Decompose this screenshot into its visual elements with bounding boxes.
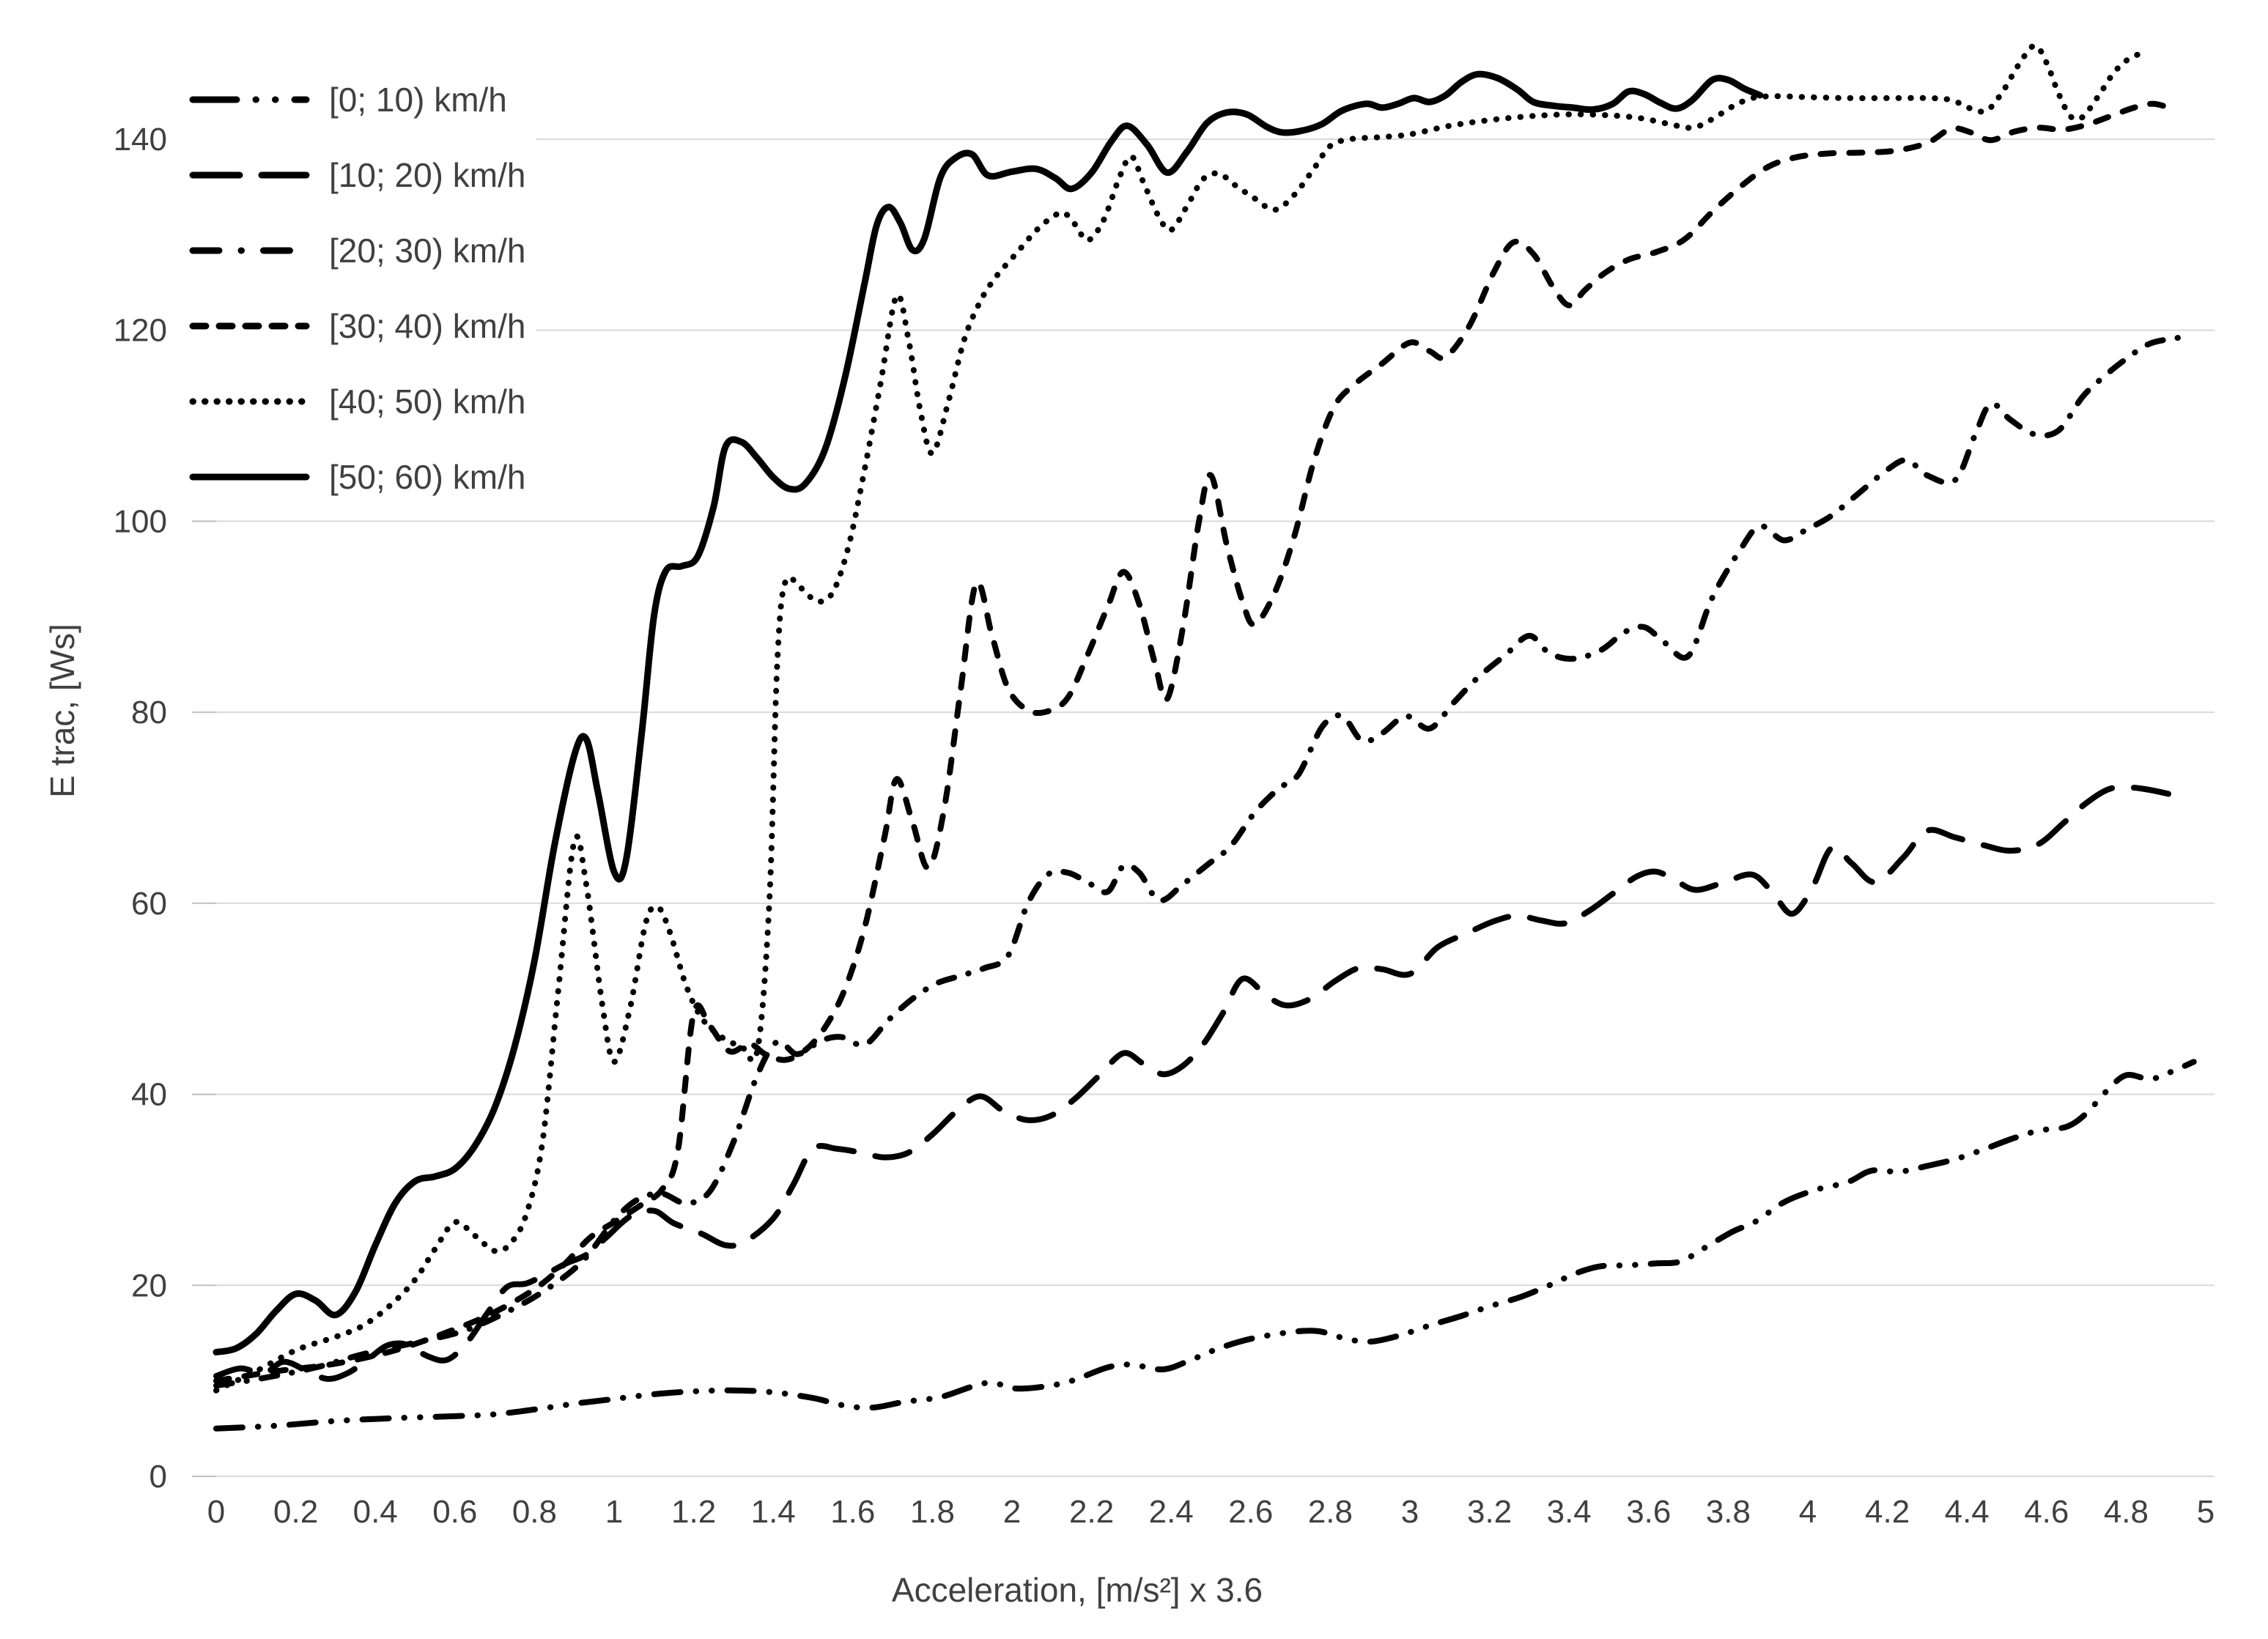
- legend-item-50-60: [50; 60) km/h: [189, 439, 525, 514]
- x-axis-title: Acceleration, [m/s²] x 3.6: [891, 1571, 1263, 1609]
- x-tick-label-4.4: 4.4: [1945, 1494, 1990, 1530]
- legend-label-30-40: [30; 40) km/h: [329, 306, 526, 345]
- legend-label-20-30: [20; 30) km/h: [329, 231, 526, 270]
- y-tick-label-60: 60: [131, 886, 167, 922]
- x-tick-label-4: 4: [1799, 1494, 1817, 1530]
- x-tick-labels: 0 0.2 0.4 0.6 0.8 1 1.2 1.4 1.6 1.8 2 2.2 2.4 2.6 2.8 3…: [207, 1494, 2215, 1530]
- legend-line-sample-20-30: [189, 247, 310, 254]
- legend-line-sample-10-20: [189, 171, 310, 178]
- x-tick-label-1: 1: [605, 1494, 623, 1530]
- x-tick-label-1.2: 1.2: [671, 1494, 716, 1530]
- legend-label-10-20: [10; 20) km/h: [329, 155, 526, 194]
- legend-line-sample-40-50: [189, 398, 310, 404]
- x-tick-label-0.2: 0.2: [273, 1494, 318, 1530]
- series-line--20-30-: [213, 335, 2181, 1389]
- legend-label-0-10: [0; 10) km/h: [329, 80, 507, 119]
- y-tick-labels: 0 20 40 60 80 100 120 140: [114, 122, 167, 1495]
- legend-item-40-50: [40; 50) km/h: [189, 363, 525, 439]
- legend-label-50-60: [50; 60) km/h: [329, 457, 526, 496]
- x-tick-label-0.6: 0.6: [432, 1494, 477, 1530]
- legend-item-30-40: [30; 40) km/h: [189, 288, 525, 363]
- x-tick-label-3.2: 3.2: [1467, 1494, 1512, 1530]
- y-tick-label-0: 0: [149, 1459, 167, 1495]
- x-tick-label-2.8: 2.8: [1308, 1494, 1353, 1530]
- x-tick-label-0.4: 0.4: [353, 1494, 398, 1530]
- x-tick-label-2.6: 2.6: [1228, 1494, 1273, 1530]
- x-tick-label-2.2: 2.2: [1069, 1494, 1114, 1530]
- y-tick-label-100: 100: [114, 503, 167, 539]
- y-tick-label-140: 140: [114, 122, 167, 158]
- y-tick-label-80: 80: [131, 695, 167, 730]
- legend-item-10-20: [10; 20) km/h: [189, 137, 525, 212]
- legend-line-sample-30-40: [189, 322, 310, 329]
- series-line--50-60-: [213, 70, 1764, 1355]
- x-tick-label-0.8: 0.8: [512, 1494, 557, 1530]
- y-tick-label-20: 20: [131, 1268, 167, 1303]
- y-axis-title: E trac, [Ws]: [43, 624, 81, 798]
- x-tick-label-3.8: 3.8: [1706, 1494, 1751, 1530]
- x-tick-label-3.4: 3.4: [1547, 1494, 1592, 1530]
- series-line--0-10-: [213, 1059, 2197, 1432]
- legend-item-0-10: [0; 10) km/h: [189, 62, 525, 137]
- series-curves: [213, 42, 2197, 1432]
- legend-label-40-50: [40; 50) km/h: [329, 382, 526, 421]
- x-tick-label-2.4: 2.4: [1149, 1494, 1194, 1530]
- series-line--10-20-: [213, 784, 2189, 1383]
- legend-line-sample-50-60: [189, 473, 310, 480]
- y-tick-marks: [192, 138, 216, 1477]
- x-tick-label-1.8: 1.8: [910, 1494, 955, 1530]
- legend-item-20-30: [20; 30) km/h: [189, 212, 525, 288]
- y-tick-label-40: 40: [131, 1077, 167, 1113]
- x-tick-label-2: 2: [1003, 1494, 1021, 1530]
- series-line--40-50-: [213, 42, 2149, 1394]
- x-tick-label-3: 3: [1401, 1494, 1419, 1530]
- x-tick-label-5: 5: [2197, 1494, 2215, 1530]
- x-tick-label-3.6: 3.6: [1626, 1494, 1671, 1530]
- legend: [0; 10) km/h [10; 20) km/h [20; 30) km/h…: [189, 62, 536, 514]
- x-tick-label-4.2: 4.2: [1865, 1494, 1910, 1530]
- x-tick-label-0: 0: [207, 1494, 225, 1530]
- x-tick-label-1.4: 1.4: [751, 1494, 796, 1530]
- y-tick-label-120: 120: [114, 313, 167, 349]
- legend-line-sample-0-10: [189, 96, 310, 103]
- x-tick-label-4.6: 4.6: [2024, 1494, 2069, 1530]
- x-tick-label-4.8: 4.8: [2104, 1494, 2149, 1530]
- x-tick-label-1.6: 1.6: [830, 1494, 875, 1530]
